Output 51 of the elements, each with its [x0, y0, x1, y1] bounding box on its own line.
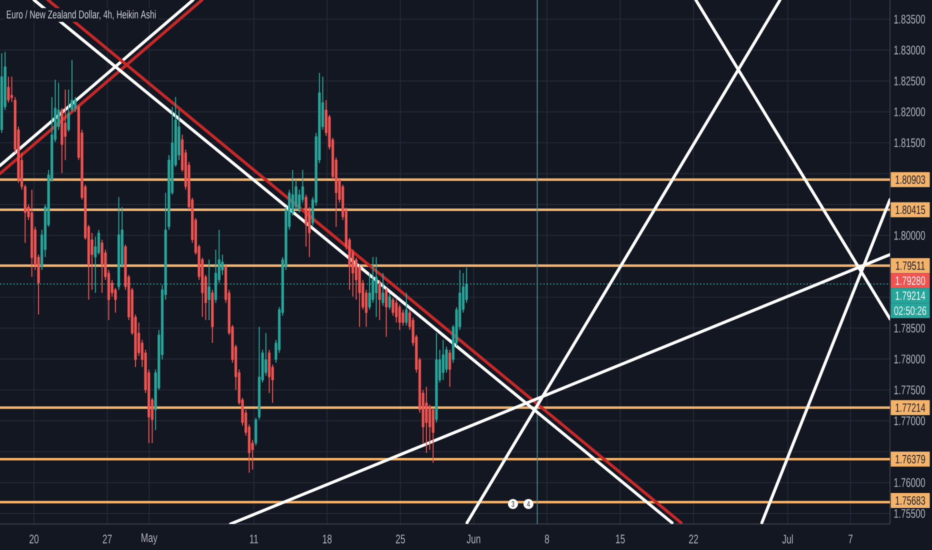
- y-tick-label: 1.76000: [894, 478, 926, 488]
- x-tick-label: 7: [848, 534, 853, 544]
- ref-line-label: 1.80903: [896, 175, 926, 184]
- x-tick-label: 20: [30, 534, 39, 544]
- x-tick-label: 27: [102, 534, 112, 544]
- y-tick-label: 1.82000: [894, 107, 926, 116]
- candlestick: [402, 309, 404, 326]
- y-tick-label: 1.80000: [894, 231, 926, 240]
- ref-line-label: 1.79511: [896, 261, 925, 270]
- candlestick: [385, 287, 388, 338]
- x-tick-label: 25: [396, 534, 405, 544]
- y-tick-label: 1.83500: [894, 14, 926, 24]
- y-tick-label: 1.82500: [894, 76, 926, 86]
- annotation: 3: [512, 501, 514, 507]
- y-tick-label: 1.77500: [894, 385, 926, 394]
- ref-line-label: 1.79214: [896, 291, 926, 300]
- text: Euro / New Zealand Dollar, 4h, Heikin Ashi: [6, 10, 156, 20]
- candlestick: [388, 293, 391, 310]
- candlestick: [425, 386, 428, 454]
- x-tick-label: Jun: [466, 534, 480, 544]
- y-tick-label: 1.75500: [894, 509, 926, 518]
- x-tick-label: 11: [250, 534, 258, 544]
- candlestick: [74, 96, 77, 112]
- candlestick: [442, 339, 444, 381]
- candlestick: [100, 239, 104, 294]
- y-tick-label: 1.77000: [894, 416, 926, 426]
- y-tick-label: 1.83000: [894, 46, 926, 54]
- y-tick-label: 1.78500: [894, 324, 926, 333]
- annotation: 4: [527, 501, 530, 507]
- x-tick-label: Jul: [782, 534, 793, 544]
- ref-line-label: 1.80415: [896, 206, 926, 214]
- x-tick-label: 22: [689, 534, 698, 544]
- candlestick: [264, 332, 268, 376]
- x-tick-label: 8: [544, 534, 550, 544]
- ref-line-label: 1.77214: [896, 403, 926, 412]
- ref-line-label: 1.76379: [896, 454, 926, 464]
- candlestick: [7, 76, 10, 104]
- candlestick: [64, 89, 67, 161]
- candlestick: [405, 292, 408, 326]
- x-tick-label: 15: [616, 534, 625, 544]
- candlestick: [448, 349, 452, 388]
- x-tick-label: 18: [322, 534, 332, 544]
- y-tick-label: 1.81500: [894, 138, 926, 148]
- x-tick-label: May: [142, 533, 158, 545]
- candlestick: [432, 407, 434, 464]
- candlestick: [378, 279, 381, 321]
- ref-line-label: 1.75683: [896, 496, 926, 505]
- y-tick-label: 1.78000: [894, 354, 926, 364]
- text: 02:50:26: [894, 306, 926, 315]
- candlestick: [67, 89, 70, 132]
- text: 1.79280: [896, 276, 926, 285]
